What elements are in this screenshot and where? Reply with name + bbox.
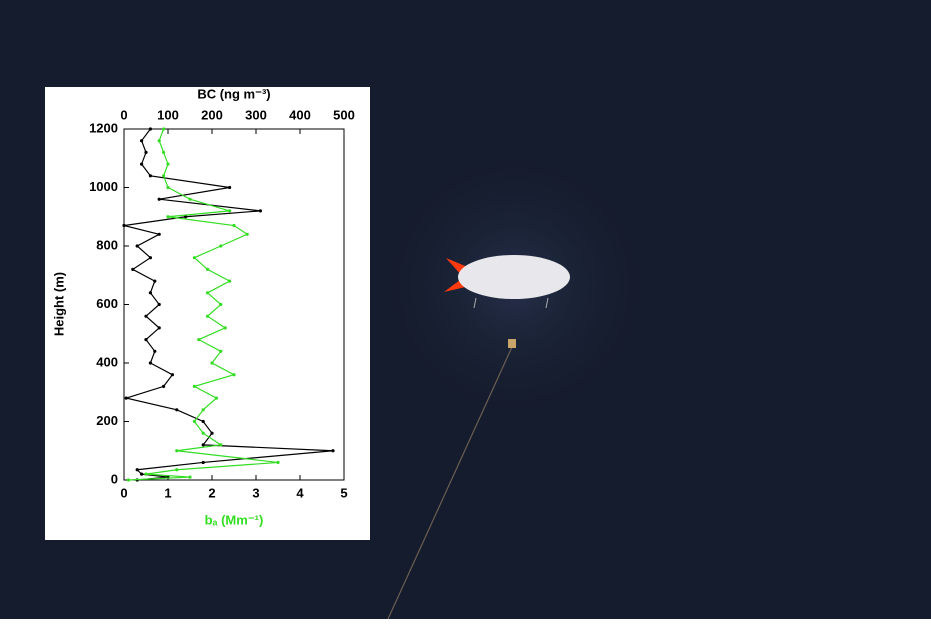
profile-point (125, 397, 128, 400)
chart-panel (45, 87, 370, 540)
profile-point (331, 449, 334, 452)
profile-point (210, 361, 213, 364)
profile-point (140, 139, 143, 142)
profile-point (158, 326, 161, 329)
profile-point (175, 449, 178, 452)
profile-point (202, 420, 205, 423)
profile-point (149, 127, 152, 130)
x-tick-label: 2 (208, 485, 215, 500)
profile-point (219, 244, 222, 247)
profile-point (144, 315, 147, 318)
x2-tick-label: 100 (157, 107, 179, 122)
x2-tick-label: 300 (245, 107, 267, 122)
profile-point (228, 186, 231, 189)
profile-point (206, 291, 209, 294)
profile-point (136, 244, 139, 247)
payload (508, 339, 516, 348)
x-tick-label: 5 (340, 485, 347, 500)
y-tick-label: 600 (96, 296, 118, 311)
blimp (458, 255, 570, 299)
profile-point (197, 338, 200, 341)
profile-point (149, 361, 152, 364)
profile-point (202, 443, 205, 446)
profile-point (166, 215, 169, 218)
x-tick-label: 4 (296, 485, 304, 500)
profile-point (188, 198, 191, 201)
profile-point (193, 385, 196, 388)
profile-point (149, 256, 152, 259)
profile-point (144, 338, 147, 341)
profile-point (193, 420, 196, 423)
x-tick-label: 3 (252, 485, 259, 500)
profile-point (206, 315, 209, 318)
profile-point (153, 350, 156, 353)
y-tick-label: 400 (96, 354, 118, 369)
profile-point (219, 303, 222, 306)
profile-point (166, 163, 169, 166)
y-tick-label: 1200 (89, 120, 118, 135)
profile-point (188, 475, 191, 478)
profile-point (158, 303, 161, 306)
profile-point (232, 224, 235, 227)
profile-point (162, 151, 165, 154)
profile-point (175, 468, 178, 471)
profile-point (144, 473, 147, 476)
profile-point (276, 461, 279, 464)
x2-tick-label: 400 (289, 107, 311, 122)
profile-point (158, 139, 161, 142)
x2-tick-label: 0 (120, 107, 127, 122)
y-tick-label: 1000 (89, 179, 118, 194)
y-tick-label: 200 (96, 413, 118, 428)
y-tick-label: 800 (96, 237, 118, 252)
x2-tick-label: 500 (333, 107, 355, 122)
profile-point (219, 443, 222, 446)
profile-point (171, 373, 174, 376)
profile-point (202, 461, 205, 464)
profile-point (153, 280, 156, 283)
profile-point (193, 256, 196, 259)
profile-point (149, 291, 152, 294)
profile-point (175, 408, 178, 411)
page: BC (ng m⁻³) bₐ (Mm⁻¹) Height (m) 0200400… (0, 0, 931, 619)
profile-point (232, 373, 235, 376)
profile-point (122, 224, 125, 227)
profile-point (131, 268, 134, 271)
x-axis-label: bₐ (Mm⁻¹) (205, 512, 264, 527)
profile-point (158, 198, 161, 201)
profile-point (206, 268, 209, 271)
profile-point (140, 473, 143, 476)
profile-point (127, 478, 130, 481)
profile-point (202, 408, 205, 411)
profile-point (158, 233, 161, 236)
x2-tick-label: 200 (201, 107, 223, 122)
profile-point (144, 151, 147, 154)
y-axis-label: Height (m) (51, 272, 66, 336)
profile-point (228, 209, 231, 212)
profile-point (228, 280, 231, 283)
profile-point (219, 350, 222, 353)
profile-point (259, 209, 262, 212)
profile-point (215, 397, 218, 400)
x2-axis-label: BC (ng m⁻³) (197, 86, 270, 101)
profile-point (136, 468, 139, 471)
profile-point (202, 432, 205, 435)
profile-point (162, 174, 165, 177)
profile-point (224, 326, 227, 329)
profile-point (149, 174, 152, 177)
x-tick-label: 0 (120, 485, 127, 500)
profile-point (246, 233, 249, 236)
profile-point (140, 163, 143, 166)
profile-point (162, 127, 165, 130)
y-tick-label: 0 (111, 471, 118, 486)
x-tick-label: 1 (164, 485, 171, 500)
profile-point (166, 186, 169, 189)
profile-point (210, 432, 213, 435)
profile-point (162, 385, 165, 388)
